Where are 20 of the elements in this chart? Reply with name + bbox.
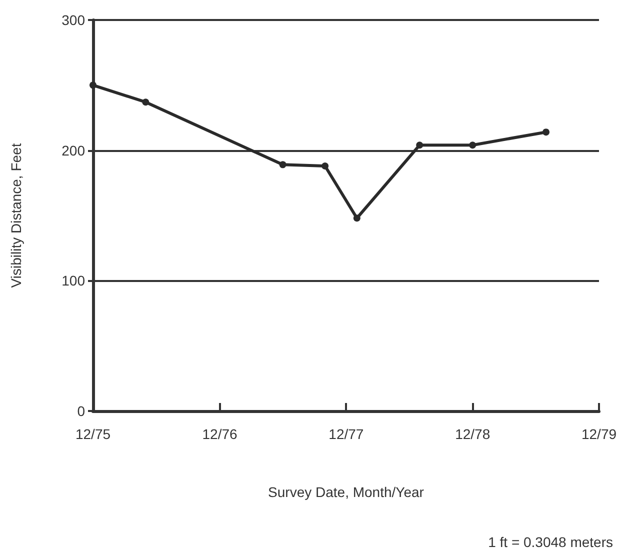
x-tick-label: 12/79 [581, 426, 617, 442]
point [90, 82, 96, 89]
y-tick-label: 300 [62, 12, 86, 28]
text: 1 ft = 0.3048 meters [488, 534, 613, 550]
y-axis-title: Visibility Distance, Feet [8, 143, 24, 288]
point [279, 161, 286, 168]
point [416, 142, 424, 149]
x-tick-label: 12/75 [75, 426, 111, 442]
point [322, 162, 329, 170]
point [353, 214, 360, 222]
x-tick-label: 12/78 [455, 426, 490, 442]
x-tick-label: 12/77 [328, 426, 364, 442]
x-axis-title: Survey Date, Month/Year [268, 484, 424, 500]
point [469, 142, 476, 149]
y-tick-label: 100 [62, 272, 86, 289]
y-tick-label: 0 [77, 403, 86, 419]
x-tick-label: 12/76 [202, 426, 238, 442]
point [142, 98, 150, 106]
point [542, 128, 550, 136]
y-tick-label: 200 [62, 142, 86, 158]
